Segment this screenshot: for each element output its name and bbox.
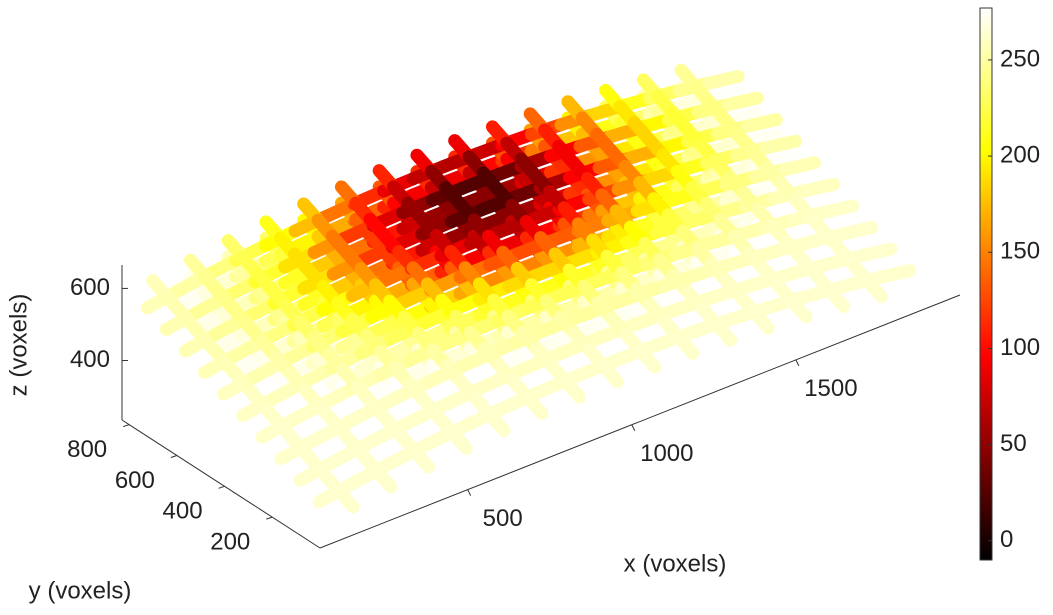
y-tick (122, 424, 130, 428)
lattice-strut (483, 424, 511, 454)
lattice-strut (558, 374, 587, 404)
y-tick-label: 200 (210, 529, 250, 556)
y-tick-label: 400 (163, 498, 203, 525)
z-axis-label: z (voxels) (5, 294, 32, 397)
x-axis-label: x (voxels) (624, 550, 727, 577)
lattice-strut (672, 346, 700, 376)
lattice-strut (816, 199, 860, 220)
x-tick-label: 1500 (804, 375, 857, 402)
lattice-strut (407, 444, 436, 474)
y-tick (266, 516, 273, 520)
lattice-strut (702, 69, 745, 90)
colorbar-tick-label: 250 (1000, 45, 1040, 72)
lattice-strut (596, 375, 624, 405)
lattice-strut (860, 290, 889, 320)
lattice-strut (558, 390, 587, 420)
lattice-strut (822, 299, 851, 330)
lattice-strut (721, 91, 764, 112)
lattice-strut (407, 460, 436, 490)
lattice-strut (445, 425, 473, 455)
lattice-strut (797, 177, 841, 198)
y-tick (170, 454, 178, 458)
x-tick (467, 489, 472, 496)
z-tick-label: 600 (70, 274, 110, 301)
lattice-strut (740, 113, 783, 133)
lattice-strut (483, 407, 511, 437)
lattice-strut (521, 406, 549, 437)
lattice-strut (596, 358, 624, 389)
lattice-strut (785, 310, 813, 340)
y-tick-label: 600 (115, 467, 155, 494)
lattice-strut (672, 330, 700, 360)
lattice-strut (759, 134, 802, 155)
lattice-strut (747, 321, 775, 351)
lattice-strut (445, 441, 473, 472)
lattice (140, 63, 917, 530)
y-axis (121, 419, 321, 549)
colorbar-tick-label: 200 (1000, 141, 1040, 168)
lattice-strut (332, 500, 360, 530)
colorbar (979, 7, 993, 561)
lattice-strut (332, 484, 360, 514)
x-tick-label: 1000 (640, 440, 693, 467)
y-tick (218, 485, 225, 489)
x-axis (319, 294, 961, 549)
y-tick-label: 800 (67, 436, 107, 463)
lattice-strut (747, 305, 775, 335)
lattice-strut (634, 360, 662, 390)
lattice-strut (709, 333, 738, 364)
lattice-strut (370, 480, 398, 510)
lattice-strut (521, 390, 549, 420)
lattice-strut (835, 220, 879, 241)
lattice-strut (778, 156, 821, 176)
lattice-strut (634, 344, 662, 374)
lattice-strut (860, 273, 889, 304)
x-tick-label: 500 (483, 505, 523, 532)
colorbar-tick-label: 100 (1000, 334, 1040, 361)
x-tick (795, 359, 800, 367)
lattice-strut (822, 283, 851, 313)
lattice-strut (370, 463, 398, 494)
lattice-strut (785, 294, 813, 324)
x-tick (631, 424, 636, 431)
z-tick-label: 400 (70, 346, 110, 373)
colorbar-tick-label: 150 (1000, 238, 1040, 265)
colorbar-tick-label: 0 (1000, 526, 1013, 553)
y-axis-label: y (voxels) (29, 577, 132, 604)
lattice-strut (709, 317, 738, 347)
lattice-strut (854, 242, 898, 263)
colorbar-tick-label: 50 (1000, 430, 1027, 457)
lattice-strut (873, 264, 917, 284)
